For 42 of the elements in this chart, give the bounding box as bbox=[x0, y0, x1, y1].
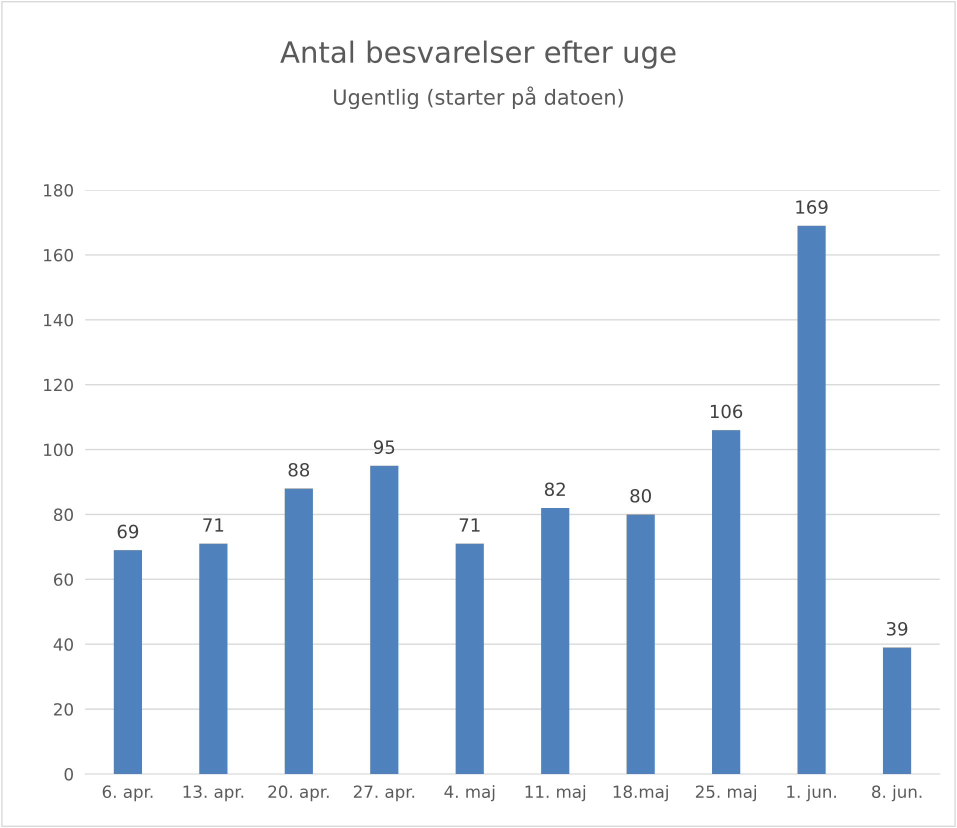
data-label: 39 bbox=[886, 622, 908, 636]
y-tick-label: 0 bbox=[64, 768, 73, 781]
data-label: 95 bbox=[374, 440, 394, 454]
y-tick-label: 140 bbox=[44, 314, 73, 326]
data-label: 71 bbox=[460, 518, 480, 532]
bar bbox=[114, 550, 142, 774]
x-tick-label: 25. maj bbox=[696, 785, 756, 802]
x-tick-label: 8. jun. bbox=[872, 785, 922, 802]
bar bbox=[626, 514, 655, 774]
x-tick-label: 1. jun. bbox=[787, 785, 836, 802]
x-tick-label: 27. apr. bbox=[354, 785, 414, 802]
bar bbox=[541, 508, 570, 774]
y-tick-label: 20 bbox=[54, 703, 73, 716]
x-tick-label: 6. apr. bbox=[102, 785, 152, 802]
x-tick-label: 4. maj bbox=[444, 785, 494, 802]
data-label: 71 bbox=[203, 518, 224, 532]
data-label: 106 bbox=[710, 404, 742, 418]
x-tick-label: 11. maj bbox=[526, 785, 586, 802]
chart-subtitle: Ugentlig (starter på datoen) bbox=[334, 86, 623, 110]
bar bbox=[456, 544, 484, 774]
data-label: 69 bbox=[118, 524, 138, 538]
y-tick-label: 80 bbox=[54, 508, 73, 522]
x-tick-label: 20. apr. bbox=[268, 785, 329, 802]
data-label: 169 bbox=[796, 200, 828, 214]
data-label: 88 bbox=[288, 463, 310, 477]
bar bbox=[882, 647, 912, 774]
y-tick-label: 100 bbox=[44, 444, 73, 456]
y-tick-label: 160 bbox=[44, 248, 73, 262]
bar bbox=[712, 430, 740, 774]
x-tick-label: 13. apr. bbox=[184, 785, 244, 802]
y-tick-label: 180 bbox=[44, 184, 73, 197]
bar bbox=[284, 488, 313, 774]
bar bbox=[797, 226, 826, 774]
x-tick-label: 18.maj bbox=[614, 785, 668, 802]
y-tick-label: 40 bbox=[54, 638, 73, 651]
y-tick-label: 60 bbox=[54, 573, 73, 586]
bar bbox=[199, 544, 228, 774]
y-tick-label: 120 bbox=[44, 378, 73, 392]
chart-title: Antal besvarelser efter uge bbox=[280, 40, 676, 69]
bar bbox=[370, 466, 398, 774]
data-label: 82 bbox=[544, 482, 565, 496]
data-label: 80 bbox=[630, 488, 651, 503]
